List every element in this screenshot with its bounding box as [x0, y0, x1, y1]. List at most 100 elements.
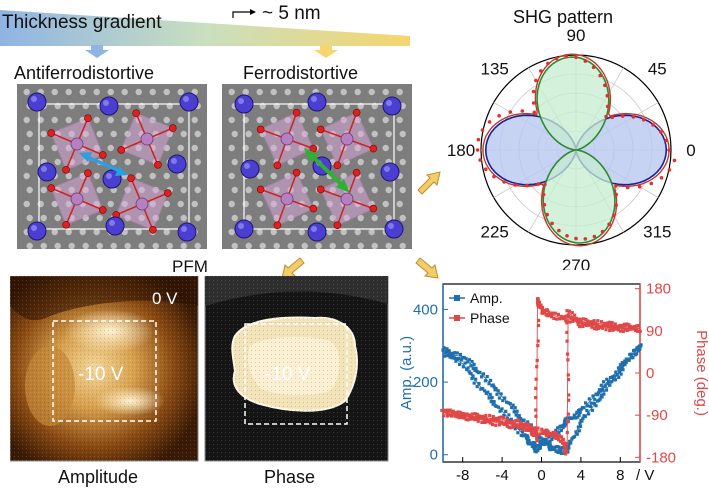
stem-atom-spot	[231, 242, 238, 249]
a-site-highlight	[106, 173, 112, 179]
b-site-atom	[280, 192, 294, 206]
amp-data-point	[582, 406, 586, 410]
shg-data-point	[604, 114, 608, 119]
amp-data-point	[561, 426, 565, 430]
phase-data-point	[494, 423, 498, 427]
amp-data-point	[605, 377, 609, 381]
a-site-highlight	[311, 96, 317, 102]
stem-atom-spot	[343, 242, 350, 249]
stem-atom-spot	[368, 172, 375, 180]
amp-data-point	[465, 368, 469, 372]
shg-data-point	[637, 185, 642, 189]
stem-atom-spot	[163, 116, 170, 124]
phase-data-point	[564, 452, 568, 456]
a-site-highlight	[238, 98, 244, 104]
amp-data-point	[617, 370, 622, 374]
phase-data-point	[507, 425, 511, 430]
amp-data-point	[507, 413, 511, 417]
phase-data-point	[534, 414, 538, 418]
stem-atom-spot	[301, 242, 308, 249]
stem-atom-spot	[399, 186, 406, 194]
antipolar-arrowhead-icon	[79, 152, 92, 162]
phase-data-point	[544, 313, 548, 317]
phase-data-point	[515, 424, 519, 428]
stem-atom-spot	[96, 130, 103, 138]
stem-atom-spot	[382, 116, 389, 124]
phase-data-point	[478, 416, 482, 420]
amp-data-point	[526, 434, 530, 438]
phase-data-point	[529, 431, 533, 435]
shg-data-point	[583, 59, 588, 63]
amp-data-point	[610, 375, 614, 379]
phase-data-point	[534, 429, 538, 433]
phase-data-point	[445, 414, 449, 418]
polar-angle-tick: 270	[562, 256, 590, 270]
phase-data-point	[522, 422, 526, 426]
amp-data-point	[560, 446, 564, 450]
a-site-atom	[167, 154, 187, 174]
legend-marker	[454, 295, 460, 301]
shg-data-point	[502, 180, 506, 184]
stem-atom-spot	[256, 172, 263, 180]
amp-data-point	[575, 432, 579, 436]
amp-data-point	[536, 449, 540, 453]
y-right-tick-label: 180	[646, 281, 671, 298]
a-site-highlight	[103, 100, 109, 106]
phase-data-point	[565, 430, 569, 435]
stem-atom-spot	[138, 158, 145, 166]
amp-data-point	[569, 441, 573, 445]
phase-data-point	[466, 418, 470, 422]
phase-data-point	[549, 431, 553, 435]
phase-data-point	[606, 321, 610, 325]
stem-atom-spot	[79, 88, 86, 96]
amp-data-point	[471, 374, 475, 378]
amp-data-point	[585, 409, 589, 413]
stem-atom-spot	[273, 242, 280, 249]
amp-data-point	[458, 362, 462, 366]
phase-data-point	[536, 426, 540, 430]
y-right-tick-label: 90	[646, 323, 663, 340]
phase-data-point	[565, 314, 569, 318]
stem-atom-spot	[51, 200, 58, 208]
shg-data-point	[564, 54, 568, 59]
polarization-arrowhead-icon	[336, 179, 350, 193]
polar-angle-tick: 225	[481, 222, 509, 241]
a-site-highlight	[181, 226, 187, 232]
stem-atom-spot	[228, 228, 235, 236]
amp-data-point	[466, 366, 470, 370]
amp-data-point	[514, 413, 518, 417]
stem-atom-spot	[399, 158, 406, 166]
y-left-tick-label: 400	[413, 301, 438, 318]
amp-data-point	[486, 390, 490, 394]
shg-data-point	[532, 110, 537, 115]
stem-atom-spot	[270, 116, 277, 124]
amp-data-point	[451, 351, 455, 355]
amp-data-point	[530, 441, 534, 445]
phase-data-point	[596, 319, 600, 323]
phase-data-point	[512, 422, 516, 426]
amp-data-point	[504, 409, 508, 413]
stem-atom-spot	[23, 88, 30, 96]
polar-angle-tick: 315	[643, 222, 671, 241]
amp-data-point	[454, 359, 458, 363]
phase-data-point	[509, 426, 513, 430]
phase-data-point	[607, 325, 611, 329]
amp-data-point	[487, 382, 491, 386]
phase-data-point	[604, 328, 608, 332]
stem-atom-spot	[54, 158, 61, 166]
stem-atom-spot	[259, 242, 266, 249]
stem-atom-spot	[149, 172, 156, 180]
arrow-to-shg-icon	[417, 171, 441, 195]
amp-data-point	[499, 392, 503, 396]
stem-atom-spot	[135, 172, 142, 180]
phase-data-point	[459, 415, 464, 420]
amp-data-point	[472, 362, 476, 366]
stem-atom-spot	[368, 116, 375, 124]
amp-data-point	[590, 408, 594, 412]
amp-data-point	[576, 425, 580, 429]
stem-atom-spot	[65, 172, 72, 180]
stem-atom-spot	[256, 88, 263, 96]
phase-data-point	[578, 317, 582, 321]
phase-data-point	[440, 408, 444, 413]
shg-data-point	[492, 174, 496, 179]
